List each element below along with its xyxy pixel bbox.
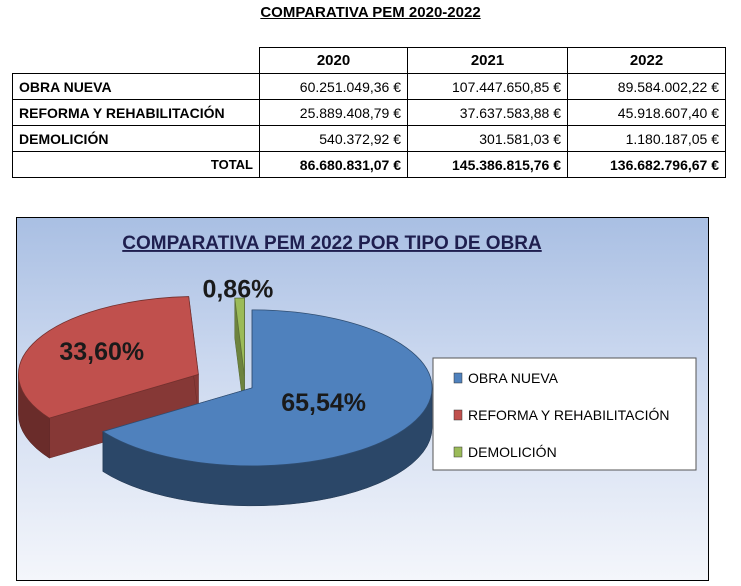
cell-value: 89.584.002,22 € (567, 73, 726, 100)
table-row: OBRA NUEVA 60.251.049,36 € 107.447.650,8… (12, 73, 726, 100)
pie-data-labels: 0,86% 33,60% 65,54% (59, 276, 366, 417)
col-header-2020: 2020 (259, 47, 408, 74)
reforma-data-label: 33,60% (59, 338, 144, 366)
cell-value: 301.581,03 € (407, 125, 568, 152)
pie-chart: COMPARATIVA PEM 2022 POR TIPO DE OBRA 0,… (18, 233, 697, 507)
reforma-legend-label: REFORMA Y REHABILITACIÓN (468, 407, 670, 423)
legend-box (432, 357, 697, 471)
obra-nueva-data-label: 65,54% (281, 389, 366, 417)
demolicion-data-label: 0,86% (202, 276, 273, 304)
row-label: REFORMA Y REHABILITACIÓN (12, 99, 260, 126)
total-value: 136.682.796,67 € (567, 151, 726, 178)
pie-chart-container: COMPARATIVA PEM 2022 POR TIPO DE OBRA 0,… (16, 217, 709, 581)
pie-slices (18, 296, 433, 507)
cell-value: 107.447.650,85 € (407, 73, 568, 100)
chart-legend: OBRA NUEVA REFORMA Y REHABILITACIÓN DEMOLI… (432, 357, 697, 471)
cell-value: 540.372,92 € (259, 125, 408, 152)
cell-value: 60.251.049,36 € (259, 73, 408, 100)
total-value: 145.386.815,76 € (407, 151, 568, 178)
cell-value: 45.918.607,40 € (567, 99, 726, 126)
pem-table: 2020 2021 2022 OBRA NUEVA 60.251.049,36 … (12, 47, 726, 178)
col-header-2021: 2021 (407, 47, 568, 74)
table-corner-cell (12, 47, 260, 74)
reforma-legend-swatch (453, 409, 463, 421)
demolicion-legend-label: DEMOLICIÓN (468, 444, 557, 460)
cell-value: 25.889.408,79 € (259, 99, 408, 126)
row-label: OBRA NUEVA (12, 73, 260, 100)
demolicion-legend-swatch (453, 446, 463, 458)
table-row: REFORMA Y REHABILITACIÓN 25.889.408,79 €… (12, 99, 726, 126)
cell-value: 37.637.583,88 € (407, 99, 568, 126)
table-row: DEMOLICIÓN 540.372,92 € 301.581,03 € 1.1… (12, 125, 726, 152)
cell-value: 1.180.187,05 € (567, 125, 726, 152)
table-header-row: 2020 2021 2022 (12, 47, 726, 74)
demolicion-slice (234, 297, 245, 377)
page-title: COMPARATIVA PEM 2020-2022 (260, 4, 481, 21)
col-header-2022: 2022 (567, 47, 726, 74)
obra-nueva-legend-label: OBRA NUEVA (468, 370, 559, 386)
obra-nueva-slice (101, 309, 433, 467)
total-value: 86.680.831,07 € (259, 151, 408, 178)
reforma-slice (18, 296, 199, 419)
obra-nueva-legend-swatch (453, 372, 463, 384)
total-label: TOTAL (12, 151, 260, 178)
row-label: DEMOLICIÓN (12, 125, 260, 152)
chart-title: COMPARATIVA PEM 2022 POR TIPO DE OBRA (122, 233, 542, 254)
table-total-row: TOTAL 86.680.831,07 € 145.386.815,76 € 1… (12, 151, 726, 178)
